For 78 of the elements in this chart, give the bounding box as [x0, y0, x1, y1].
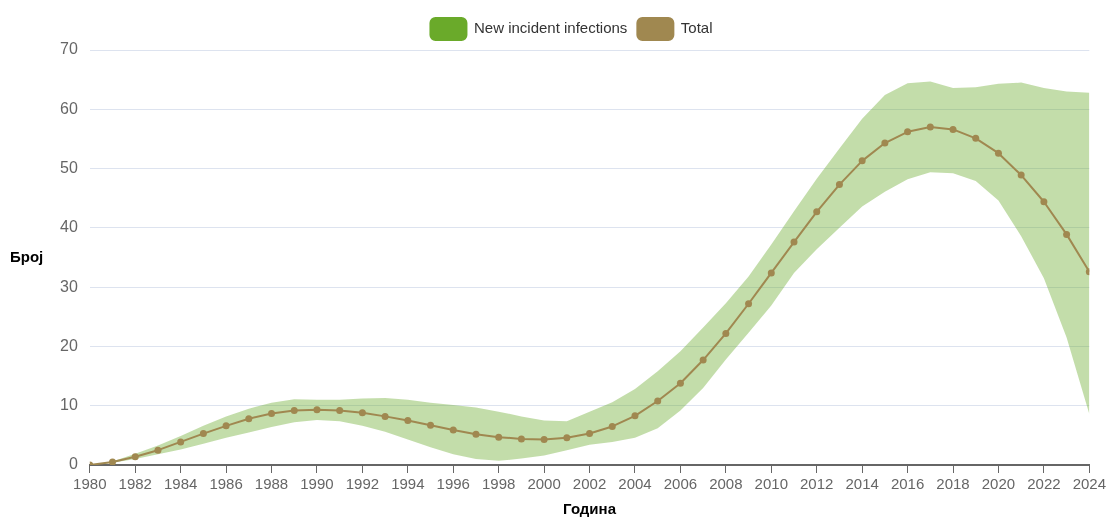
point [858, 157, 866, 165]
y-tick-label: 40 [60, 218, 78, 236]
x-tick-label: 1982 [118, 475, 152, 493]
point [290, 406, 298, 414]
x-tick-label: 2006 [663, 475, 698, 493]
x-tick-label: 1988 [254, 475, 289, 493]
point [131, 453, 139, 461]
y-tick-label: 0 [68, 455, 78, 473]
point [790, 238, 798, 246]
point [427, 421, 435, 429]
point [949, 125, 957, 133]
point [1063, 230, 1071, 238]
y-tick-label: 10 [60, 396, 78, 414]
x-tick-label: 1992 [345, 475, 380, 493]
point [904, 128, 912, 136]
point [1040, 198, 1048, 206]
point [199, 430, 207, 438]
point [313, 406, 321, 414]
x-tick-label: 2002 [572, 475, 607, 493]
point [381, 412, 389, 420]
x-tick-label: 1986 [209, 475, 243, 493]
point [517, 435, 525, 443]
point [154, 446, 162, 454]
point [449, 426, 457, 434]
point [994, 149, 1002, 157]
y-tick-label: 30 [60, 277, 78, 295]
x-tick-label: 1984 [163, 475, 198, 493]
x-tick-label: 2008 [709, 475, 743, 493]
point [881, 139, 889, 147]
y-tick-label: 60 [60, 99, 78, 117]
x-tick-label: 1980 [73, 475, 107, 493]
point [540, 436, 548, 444]
point [586, 430, 594, 438]
point [722, 329, 730, 337]
point [222, 422, 230, 430]
y-tick-label: 20 [60, 336, 78, 354]
point [563, 434, 571, 442]
point [926, 123, 934, 131]
point [268, 409, 276, 417]
point [608, 422, 616, 430]
x-tick-label: 2010 [754, 475, 788, 493]
y-axis-title: Број [10, 247, 44, 265]
point [109, 458, 117, 465]
x-tick-label: 1996 [436, 475, 470, 493]
point [472, 430, 480, 438]
point [813, 208, 821, 216]
point [1017, 171, 1025, 179]
x-tick-label: 2000 [527, 475, 561, 493]
x-tick-label: 1990 [300, 475, 334, 493]
x-tick-label: 2018 [936, 475, 970, 493]
point [767, 269, 775, 277]
point [245, 415, 253, 423]
point [358, 409, 366, 417]
point [631, 412, 639, 420]
legend-label: New incident infections [473, 19, 628, 37]
point [336, 406, 344, 414]
x-tick-label: 2022 [1027, 475, 1061, 493]
point [745, 300, 753, 308]
x-tick-label: 2004 [618, 475, 652, 493]
point [404, 417, 412, 425]
y-tick-label: 50 [60, 158, 78, 176]
point [654, 397, 662, 405]
x-tick-label: 2016 [890, 475, 925, 493]
x-tick-label: 1998 [482, 475, 516, 493]
point [495, 433, 503, 441]
x-tick-label: 2024 [1072, 475, 1106, 493]
y-tick-label: 70 [60, 40, 78, 58]
point [699, 356, 707, 364]
x-axis-title: Година [563, 500, 617, 518]
point [835, 181, 843, 189]
legend-label: Total [680, 19, 713, 37]
point [177, 438, 185, 446]
x-tick-label: 2020 [981, 475, 1016, 493]
x-tick-label: 1994 [391, 475, 425, 493]
x-tick-label: 2014 [845, 475, 879, 493]
x-tick-label: 2012 [800, 475, 834, 493]
point [972, 134, 980, 142]
point [676, 379, 684, 387]
